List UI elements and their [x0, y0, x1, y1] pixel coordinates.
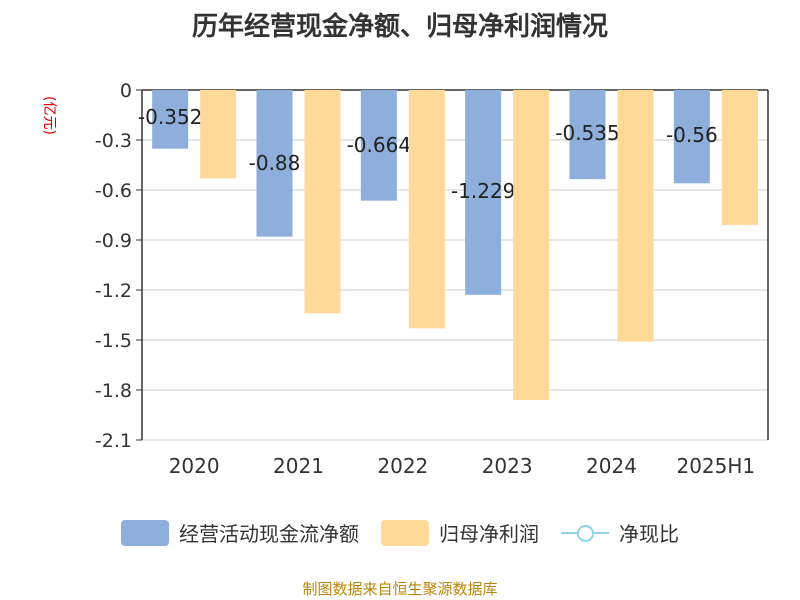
- bar-cashflow-2020: [152, 90, 189, 149]
- bar-cashflow-2021: [256, 90, 293, 237]
- data-source: 制图数据来自恒生聚源数据库: [302, 580, 498, 598]
- bar-profit-2022: [408, 90, 445, 329]
- legend-label-cashflow: 经营活动现金流净额: [179, 522, 359, 546]
- data-label-2024: -0.535: [555, 121, 619, 145]
- legend-swatch-ratio: [561, 520, 609, 546]
- x-tick-label-2020: 2020: [169, 454, 220, 478]
- y-tick-label: -1.5: [95, 330, 132, 352]
- legend-item-cashflow[interactable]: 经营活动现金流净额: [121, 518, 359, 547]
- bar-cashflow-2024: [569, 90, 606, 180]
- bar-profit-2025H1: [721, 90, 758, 225]
- x-tick-label-2021: 2021: [273, 454, 324, 478]
- data-label-2025H1: -0.56: [666, 123, 718, 147]
- x-tick-label-2023: 2023: [482, 454, 533, 478]
- legend: 经营活动现金流净额 归母净利润 净现比: [0, 518, 800, 547]
- data-label-2020: -0.352: [138, 105, 202, 129]
- y-tick-label: -2.1: [95, 430, 132, 452]
- bar-profit-2020: [200, 90, 237, 179]
- data-label-2023: -1.229: [451, 179, 515, 203]
- data-label-2021: -0.88: [249, 151, 301, 175]
- x-tick-label-2024: 2024: [586, 454, 637, 478]
- legend-item-ratio[interactable]: 净现比: [561, 518, 679, 547]
- bar-chart: 0 -0.3 -0.6 -0.9 -1.2 -1.5 -1.8 -2.1 -0.352 2020 -…: [95, 80, 769, 478]
- data-label-2022: -0.664: [347, 133, 411, 157]
- y-tick-label: -0.6: [95, 180, 132, 202]
- legend-swatch-cashflow: [121, 519, 169, 546]
- legend-label-ratio: 净现比: [619, 522, 679, 546]
- y-tick-label: -0.3: [95, 130, 132, 152]
- bar-profit-2023: [513, 90, 550, 400]
- chart-title: 历年经营现金净额、归母净利润情况: [191, 12, 608, 42]
- legend-label-profit: 归母净利润: [439, 522, 539, 546]
- y-tick-label: -0.9: [95, 230, 132, 252]
- legend-item-profit[interactable]: 归母净利润: [381, 518, 539, 547]
- bar-cashflow-2022: [360, 90, 397, 201]
- bar-profit-2024: [617, 90, 654, 342]
- y-tick-label: 0: [120, 80, 132, 102]
- y-tick-label: -1.8: [95, 380, 132, 402]
- legend-swatch-profit: [381, 519, 429, 546]
- bar-cashflow-2023: [465, 90, 502, 295]
- y-tick-label: -1.2: [95, 280, 132, 302]
- x-tick-label-2025H1: 2025H1: [676, 454, 755, 478]
- bar-cashflow-2025H1: [673, 90, 710, 184]
- bar-profit-2021: [304, 90, 341, 314]
- x-tick-label-2022: 2022: [377, 454, 428, 478]
